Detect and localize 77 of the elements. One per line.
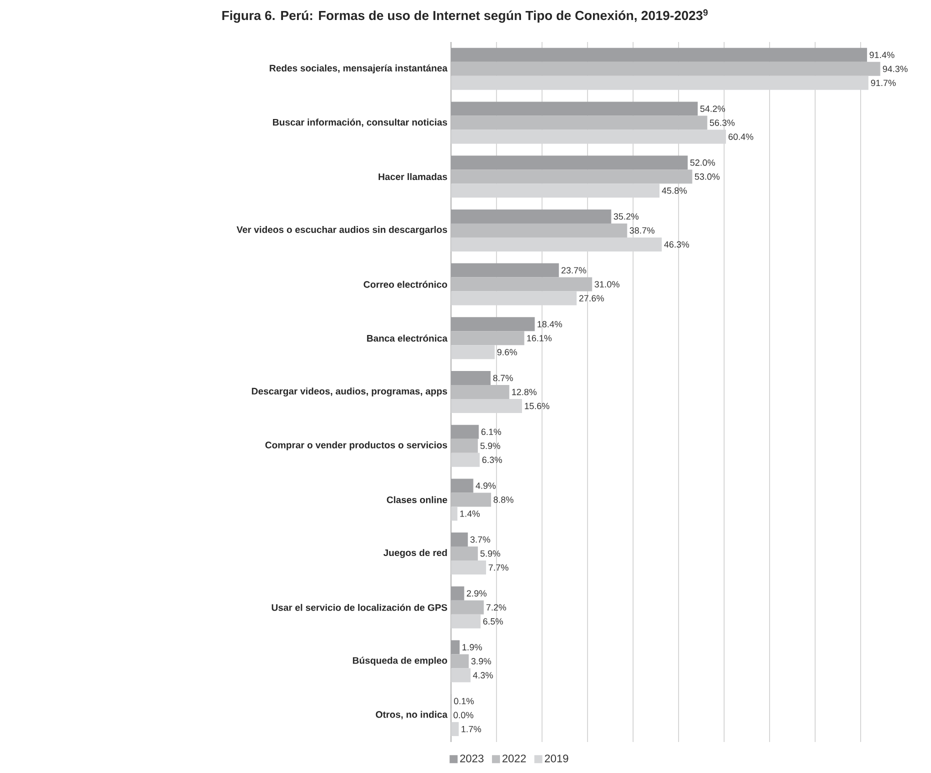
bar: [451, 184, 660, 198]
legend-label: 2019: [544, 754, 568, 762]
bar: [451, 345, 495, 360]
data-label: 91.4%: [870, 52, 894, 58]
data-label: 16.1%: [527, 334, 552, 342]
data-label: 1.7%: [462, 726, 482, 732]
data-label: 56.3%: [710, 120, 735, 126]
data-label: 54.2%: [700, 106, 726, 112]
y-tick-label: Ver videos o escuchar audios sin descargarlos: [236, 226, 448, 235]
bar: [451, 614, 481, 628]
data-label: 52.0%: [690, 159, 716, 166]
data-label: 1.4%: [460, 510, 480, 517]
bar: [451, 560, 486, 575]
data-label: 23.7%: [562, 267, 586, 274]
data-label: 8.7%: [493, 374, 513, 382]
bar: [451, 237, 662, 252]
bar: [451, 223, 628, 238]
y-tick-label: Juegos de red: [383, 549, 447, 558]
data-label: 35.2%: [614, 213, 639, 220]
bar: [451, 654, 469, 668]
bar: [451, 291, 577, 306]
y-tick-label: Descargar videos, audios, programas, apps: [252, 388, 448, 396]
data-label: 7.2%: [486, 604, 506, 611]
bar: [451, 600, 484, 614]
data-label: 5.9%: [480, 442, 500, 450]
data-label: 5.9%: [480, 550, 500, 557]
y-tick-label: Buscar información, consultar noticias: [272, 118, 448, 127]
data-label: 7.7%: [488, 564, 508, 571]
bar: [451, 668, 471, 682]
data-label: 94.3%: [882, 66, 908, 72]
y-tick-label: Usar el servicio de localización de GPS: [272, 604, 448, 611]
y-tick-label: Redes sociales, mensajería instantánea: [270, 64, 448, 74]
data-label: 0.0%: [454, 712, 474, 718]
y-tick-label: Hacer llamadas: [378, 173, 448, 180]
data-label: 6.3%: [482, 456, 502, 464]
bar: [451, 722, 459, 736]
data-label: 4.3%: [472, 672, 493, 678]
bar: [451, 116, 708, 130]
data-label: 8.8%: [494, 496, 514, 503]
bar: [451, 452, 480, 467]
data-label: 4.9%: [476, 482, 496, 489]
y-tick-label: Otros, no indica: [376, 710, 448, 720]
legend-label: 2023: [460, 754, 484, 762]
data-label: 53.0%: [694, 173, 720, 180]
y-tick-label: Comprar o vender productos o servicios: [265, 441, 448, 450]
bar: [451, 62, 880, 76]
data-label: 18.4%: [538, 320, 562, 328]
data-label: 3.7%: [470, 536, 490, 543]
bar: [451, 506, 458, 521]
bar: [451, 76, 868, 90]
data-label: 1.9%: [462, 644, 482, 650]
bar: [451, 398, 522, 413]
data-label: 38.7%: [630, 227, 654, 234]
data-label: 45.8%: [662, 187, 687, 194]
data-label: 3.9%: [471, 658, 492, 664]
data-label: 0.1%: [454, 698, 474, 704]
legend-label: 2022: [502, 754, 526, 762]
data-label: 12.8%: [512, 388, 537, 396]
y-tick-label: Búsqueda de empleo: [352, 656, 448, 666]
y-tick-label: Banca electrónica: [367, 334, 448, 342]
data-label: 6.5%: [483, 618, 503, 625]
y-tick-label: Correo electrónico: [364, 280, 448, 288]
data-label: 91.7%: [871, 80, 896, 86]
data-label: 46.3%: [664, 241, 690, 248]
data-label: 60.4%: [728, 134, 754, 140]
chart-title: Figura 6. Perú: Formas de uso de Internet según Tipo de Conexión, 2019-2023$^{9}$: [222, 9, 708, 23]
data-label: 31.0%: [594, 281, 620, 288]
data-label: 2.9%: [466, 590, 487, 597]
bar: [451, 546, 478, 561]
y-tick-label: Clases online: [386, 496, 448, 504]
data-label: 27.6%: [579, 295, 604, 302]
bar: [451, 492, 492, 507]
data-label: 9.6%: [497, 348, 518, 356]
bar: [451, 130, 726, 144]
data-label: 6.1%: [481, 428, 502, 436]
data-label: 15.6%: [524, 402, 550, 410]
bar: [451, 438, 478, 453]
